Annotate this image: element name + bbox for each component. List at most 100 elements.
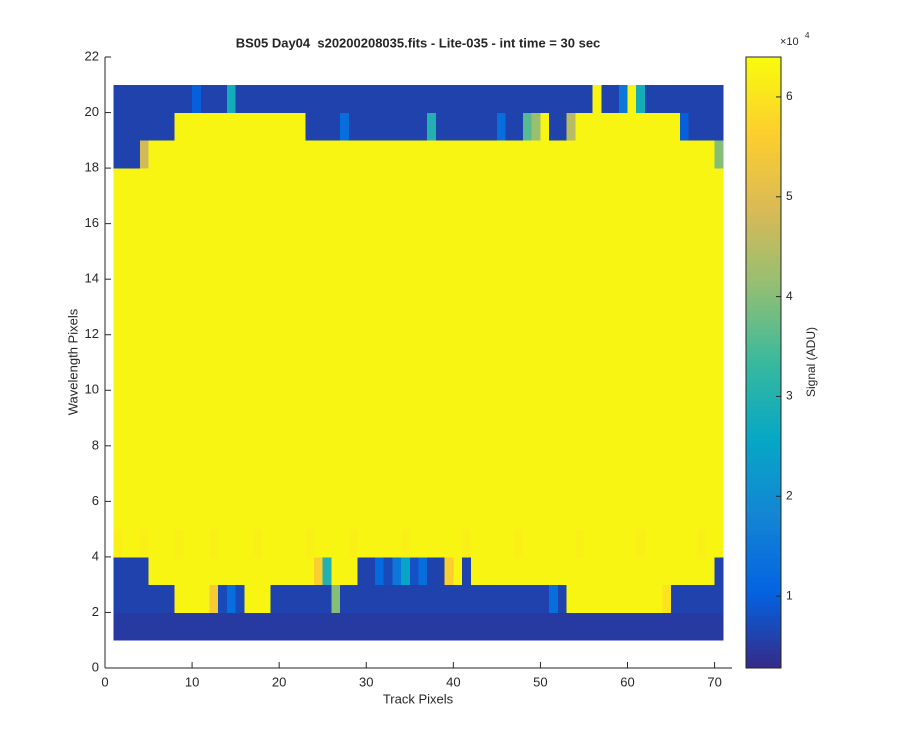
heatmap-cell	[200, 501, 210, 530]
heatmap-cell	[287, 251, 297, 280]
heatmap-cell	[705, 251, 715, 280]
heatmap-cell	[374, 112, 385, 141]
heatmap-cell	[714, 501, 724, 530]
heatmap-cell	[470, 501, 480, 530]
heatmap-cell	[226, 195, 237, 225]
y-tick-label: 8	[92, 437, 99, 452]
heatmap-cell	[444, 195, 454, 225]
heatmap-cell	[253, 306, 263, 336]
heatmap-cell	[549, 501, 559, 530]
heatmap-cell	[392, 279, 402, 308]
heatmap-cell	[697, 612, 707, 641]
heatmap-cell	[322, 390, 332, 419]
colorbar-segment	[746, 171, 781, 177]
heatmap-cell	[157, 390, 167, 419]
heatmap-cell	[627, 306, 637, 336]
heatmap-cell	[279, 390, 289, 419]
heatmap-cell	[366, 306, 376, 336]
heatmap-cell	[435, 390, 446, 419]
heatmap-cell	[697, 556, 707, 586]
heatmap-cell	[531, 556, 541, 586]
heatmap-cell	[523, 418, 533, 447]
heatmap-cell	[462, 112, 472, 141]
heatmap-cell	[174, 279, 184, 308]
heatmap-cell	[279, 251, 289, 280]
heatmap-cell	[392, 168, 402, 197]
heatmap-cell	[270, 84, 280, 113]
heatmap-cell	[583, 529, 594, 558]
colorbar-segment	[746, 290, 781, 297]
heatmap-cell	[192, 556, 202, 586]
heatmap-cell	[226, 251, 237, 280]
heatmap-cell	[174, 112, 184, 141]
heatmap-cell	[366, 112, 376, 141]
heatmap-cell	[705, 112, 715, 141]
colorbar-segment	[746, 57, 781, 63]
heatmap-cell	[427, 223, 437, 252]
heatmap-cell	[523, 473, 533, 502]
x-tick-label: 60	[620, 674, 634, 689]
heatmap-cell	[235, 223, 245, 252]
heatmap-cell	[296, 362, 306, 391]
heatmap-cell	[270, 306, 280, 336]
heatmap-cell	[549, 390, 559, 419]
heatmap-cell	[514, 473, 524, 502]
heatmap-cell	[514, 251, 524, 280]
heatmap-cell	[453, 195, 463, 225]
heatmap-cell	[401, 445, 411, 474]
heatmap-cell	[427, 334, 437, 363]
heatmap-cell	[618, 251, 628, 280]
heatmap-cell	[192, 418, 202, 447]
heatmap-cell	[357, 612, 367, 641]
colorbar-segment	[746, 190, 781, 196]
heatmap-cell	[462, 251, 472, 280]
heatmap-cell	[601, 390, 611, 419]
heatmap-cell	[287, 168, 297, 197]
heatmap-cell	[610, 556, 620, 586]
heatmap-cell	[697, 279, 707, 308]
heatmap-cell	[540, 584, 550, 613]
heatmap-cell	[366, 195, 376, 225]
heatmap-cell	[226, 529, 237, 558]
heatmap-cell	[392, 306, 402, 336]
heatmap-cell	[174, 390, 184, 419]
heatmap-cell	[157, 473, 167, 502]
heatmap-cell	[253, 418, 263, 447]
heatmap-cell	[496, 584, 506, 613]
heatmap-cell	[610, 418, 620, 447]
heatmap-cell	[174, 529, 184, 558]
heatmap-cell	[331, 584, 341, 613]
colorbar-segment	[746, 591, 781, 597]
heatmap-cell	[610, 84, 620, 113]
heatmap-cell	[618, 112, 628, 141]
heatmap-cell	[549, 195, 559, 225]
heatmap-cell	[139, 529, 149, 558]
heatmap-cell	[636, 445, 646, 474]
x-tick-label: 30	[359, 674, 373, 689]
heatmap-cell	[157, 195, 167, 225]
heatmap-cell	[531, 84, 541, 113]
colorbar-segment	[746, 625, 781, 631]
heatmap-cell	[366, 168, 376, 197]
heatmap-cell	[435, 529, 446, 558]
heatmap-cell	[192, 612, 202, 641]
heatmap-cell	[244, 612, 254, 641]
heatmap-cell	[427, 445, 437, 474]
heatmap-cell	[165, 195, 176, 225]
heatmap-cell	[531, 418, 541, 447]
heatmap-cell	[540, 251, 550, 280]
heatmap-cell	[688, 84, 698, 113]
heatmap-cell	[505, 556, 515, 586]
heatmap-cell	[183, 584, 193, 613]
heatmap-cell	[401, 168, 411, 197]
heatmap-cell	[209, 418, 219, 447]
heatmap-cell	[566, 584, 576, 613]
heatmap-cell	[662, 362, 672, 391]
heatmap-cell	[470, 112, 480, 141]
heatmap-cell	[305, 473, 315, 502]
heatmap-cell	[244, 390, 254, 419]
heatmap-cell	[235, 362, 245, 391]
heatmap-cell	[418, 584, 428, 613]
heatmap-cell	[592, 223, 602, 252]
heatmap-cell	[122, 529, 132, 558]
